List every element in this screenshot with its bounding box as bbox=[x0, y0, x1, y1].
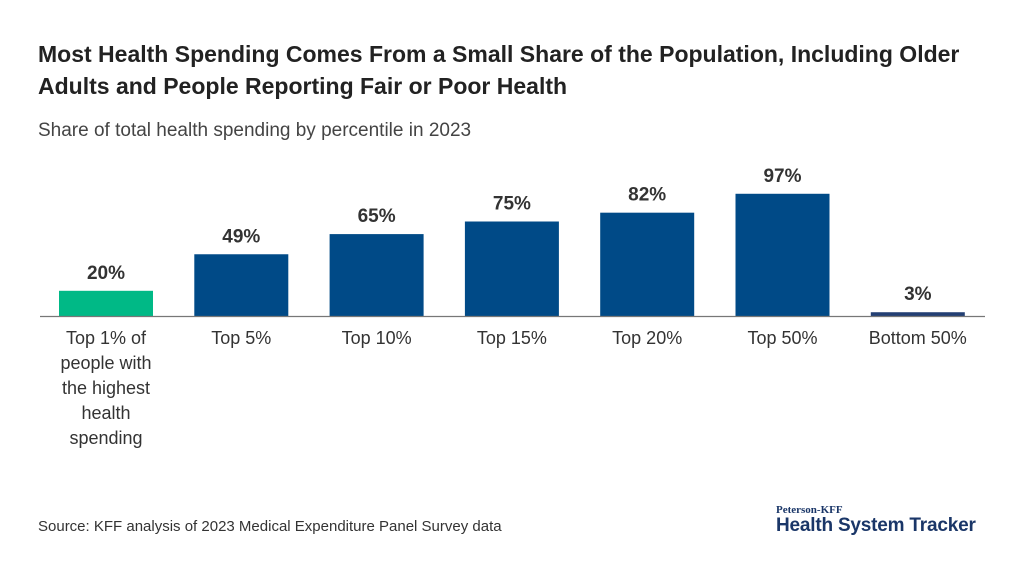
bar bbox=[600, 212, 695, 316]
bar bbox=[464, 221, 559, 316]
bar bbox=[194, 254, 289, 316]
category-label: people with bbox=[60, 353, 151, 373]
chart-title: Most Health Spending Comes From a Small … bbox=[38, 41, 960, 99]
category-label: Top 10% bbox=[342, 328, 412, 348]
category-label: spending bbox=[69, 428, 142, 448]
category-label: Top 5% bbox=[211, 328, 271, 348]
data-label: 3% bbox=[904, 284, 932, 305]
chart-subtitle: Share of total health spending by percen… bbox=[38, 120, 472, 141]
category-label: Bottom 50% bbox=[869, 328, 967, 348]
category-label: Top 15% bbox=[477, 328, 547, 348]
logo: Peterson-KFF Health System Tracker bbox=[776, 504, 976, 537]
category-label: Top 50% bbox=[747, 328, 817, 348]
data-label: 65% bbox=[358, 206, 396, 227]
data-label: 20% bbox=[87, 263, 125, 284]
category-label: the highest bbox=[62, 378, 150, 398]
bar bbox=[735, 193, 830, 316]
bar bbox=[329, 234, 424, 316]
bar bbox=[870, 312, 965, 316]
category-label: health bbox=[81, 403, 130, 423]
data-label: 75% bbox=[493, 194, 531, 215]
data-label: 82% bbox=[628, 185, 666, 206]
bar bbox=[59, 290, 153, 316]
logo-small-text: Peterson-KFF bbox=[776, 504, 843, 516]
data-label: 49% bbox=[222, 226, 260, 247]
data-label: 97% bbox=[763, 166, 801, 187]
logo-big-text: Health System Tracker bbox=[776, 515, 976, 536]
source-note: Source: KFF analysis of 2023 Medical Exp… bbox=[38, 518, 502, 535]
category-label: Top 1% of bbox=[66, 328, 147, 348]
category-label: Top 20% bbox=[612, 328, 682, 348]
